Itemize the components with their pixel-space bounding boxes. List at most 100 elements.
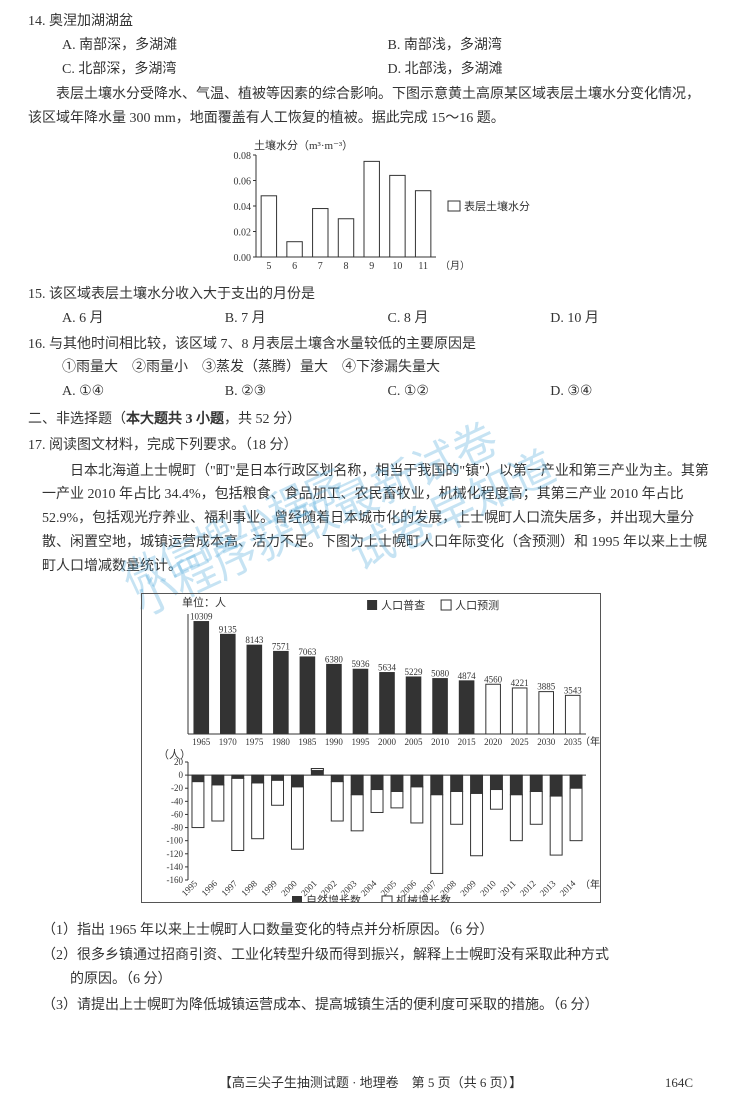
- footer-text: 【高三尖子生抽测试题 · 地理卷 第 5 页（共 6 页）】: [219, 1075, 522, 1090]
- q14-opt-b: B. 南部浅，多湖湾: [388, 34, 714, 58]
- svg-text:-80: -80: [171, 822, 183, 832]
- q16-opt-a: A. ①④: [62, 380, 225, 404]
- q15-opt-a: A. 6 月: [62, 307, 225, 331]
- svg-text:5936: 5936: [351, 659, 370, 669]
- svg-text:6380: 6380: [324, 654, 343, 664]
- sec2-c: ，共 52 分）: [224, 412, 301, 427]
- svg-text:20: 20: [174, 757, 184, 767]
- svg-text:0.02: 0.02: [233, 227, 251, 238]
- svg-text:9: 9: [369, 261, 374, 272]
- svg-text:8: 8: [343, 261, 348, 272]
- svg-text:（月）: （月）: [440, 260, 470, 272]
- svg-text:-140: -140: [166, 861, 183, 871]
- svg-text:9135: 9135: [218, 624, 237, 634]
- svg-text:2010: 2010: [478, 878, 498, 898]
- q16-opt-d: D. ③④: [550, 380, 713, 404]
- svg-text:1998: 1998: [239, 878, 259, 898]
- q14-opt-a: A. 南部深，多湖滩: [62, 34, 388, 58]
- chart-population: 单位：人人口普查人口预测1030919659135197081431975757…: [28, 585, 713, 913]
- svg-text:1985: 1985: [298, 737, 317, 747]
- q17-sub2b: 的原因。（6 分）: [28, 968, 713, 992]
- svg-text:5229: 5229: [404, 667, 423, 677]
- svg-text:7: 7: [317, 261, 322, 272]
- svg-text:2030: 2030: [537, 737, 556, 747]
- q16-options: A. ①④ B. ②③ C. ①② D. ③④: [28, 380, 713, 404]
- footer-code: 164C: [665, 1072, 693, 1094]
- svg-text:-160: -160: [166, 875, 183, 885]
- svg-text:1965: 1965: [192, 737, 211, 747]
- svg-text:-40: -40: [171, 796, 183, 806]
- q14-opt-c: C. 北部深，多湖湾: [62, 58, 388, 82]
- svg-text:-20: -20: [171, 783, 183, 793]
- svg-text:2014: 2014: [557, 878, 577, 898]
- svg-text:6: 6: [292, 261, 297, 272]
- svg-text:2020: 2020: [484, 737, 503, 747]
- q14-options: A. 南部深，多湖滩 B. 南部浅，多湖湾 C. 北部深，多湖湾 D. 北部浅，…: [28, 34, 713, 82]
- svg-text:10: 10: [392, 261, 402, 272]
- chart-soil-moisture: 土壤水分（m³·m⁻³）0.000.020.040.060.0856789101…: [28, 137, 713, 277]
- svg-text:1980: 1980: [271, 737, 290, 747]
- svg-text:-100: -100: [166, 835, 183, 845]
- svg-text:自然增长数: 自然增长数: [306, 893, 361, 903]
- svg-text:10309: 10309: [190, 611, 213, 621]
- svg-text:0.08: 0.08: [233, 151, 251, 162]
- svg-text:2025: 2025: [510, 737, 528, 747]
- section-2-title: 二、非选择题（本大题共 3 小题，共 52 分）: [28, 408, 713, 432]
- svg-text:2013: 2013: [537, 878, 557, 898]
- intro-15-16: 表层土壤水分受降水、气温、植被等因素的综合影响。下图示意黄土高原某区域表层土壤水…: [28, 83, 713, 131]
- svg-text:5: 5: [266, 261, 271, 272]
- svg-text:单位：人: 单位：人: [182, 595, 226, 609]
- svg-text:4560: 4560: [484, 674, 503, 684]
- svg-text:11: 11: [418, 261, 428, 272]
- svg-text:4221: 4221: [510, 677, 528, 687]
- svg-text:土壤水分（m³·m⁻³）: 土壤水分（m³·m⁻³）: [254, 138, 353, 152]
- svg-text:2000: 2000: [279, 878, 299, 898]
- page-footer: 【高三尖子生抽测试题 · 地理卷 第 5 页（共 6 页）】: [0, 1072, 741, 1094]
- q17-sub2a: （2）很多乡镇通过招商引资、工业化转型升级而得到振兴，解释上士幌町没有采取此种方…: [28, 944, 713, 968]
- svg-text:2005: 2005: [404, 737, 423, 747]
- svg-text:-60: -60: [171, 809, 183, 819]
- svg-text:2010: 2010: [431, 737, 450, 747]
- svg-text:（年）: （年）: [580, 878, 601, 891]
- svg-text:人口普查: 人口普查: [381, 598, 425, 612]
- svg-text:2012: 2012: [517, 878, 537, 898]
- svg-text:2000: 2000: [378, 737, 397, 747]
- svg-text:1997: 1997: [219, 878, 239, 898]
- sec2-a: 二、非选择题（: [28, 412, 126, 427]
- svg-text:0.00: 0.00: [233, 253, 251, 264]
- q14-opt-d: D. 北部浅，多湖滩: [388, 58, 714, 82]
- q16-items: ①雨量大 ②雨量小 ③蒸发（蒸腾）量大 ④下渗漏失量大: [28, 356, 713, 380]
- q17-sub3: （3）请提出上士幌町为降低城镇运营成本、提高城镇生活的便利度可采取的措施。（6 …: [28, 994, 713, 1018]
- q15-opt-c: C. 8 月: [388, 307, 551, 331]
- q16-stem: 16. 与其他时间相比较，该区域 7、8 月表层土壤含水量较低的主要原因是: [28, 333, 713, 357]
- svg-text:1975: 1975: [245, 737, 263, 747]
- svg-text:3543: 3543: [563, 685, 582, 695]
- svg-text:2009: 2009: [458, 878, 478, 898]
- q15-stem: 15. 该区域表层土壤水分收入大于支出的月份是: [28, 283, 713, 307]
- svg-text:4874: 4874: [457, 670, 476, 680]
- svg-text:-120: -120: [166, 848, 183, 858]
- svg-text:机械增长数: 机械增长数: [396, 893, 451, 903]
- svg-text:1995: 1995: [351, 737, 370, 747]
- svg-text:7571: 7571: [271, 641, 289, 651]
- svg-text:0: 0: [178, 770, 183, 780]
- svg-text:3885: 3885: [537, 681, 556, 691]
- q15-opt-b: B. 7 月: [225, 307, 388, 331]
- svg-text:2004: 2004: [358, 878, 378, 898]
- q16-opt-b: B. ②③: [225, 380, 388, 404]
- svg-text:人口预测: 人口预测: [455, 599, 499, 612]
- svg-text:7063: 7063: [298, 646, 317, 656]
- svg-text:0.06: 0.06: [233, 176, 251, 187]
- q15-opt-d: D. 10 月: [550, 307, 713, 331]
- q14-stem: 14. 奥涅加湖湖盆: [28, 10, 713, 34]
- svg-text:5080: 5080: [431, 668, 450, 678]
- q16-opt-c: C. ①②: [388, 380, 551, 404]
- q17-sub1: （1）指出 1965 年以来上士幌町人口数量变化的特点并分析原因。（6 分）: [28, 919, 713, 943]
- sec2-b: 本大题共 3 小题: [126, 412, 224, 427]
- q17-stem: 17. 阅读图文材料，完成下列要求。（18 分）: [28, 434, 713, 458]
- q17-para: 日本北海道上士幌町（"町"是日本行政区划名称，相当于我国的"镇"）以第一产业和第…: [28, 460, 713, 579]
- q15-options: A. 6 月 B. 7 月 C. 8 月 D. 10 月: [28, 307, 713, 331]
- svg-text:1970: 1970: [218, 737, 237, 747]
- svg-text:5634: 5634: [378, 662, 397, 672]
- svg-text:表层土壤水分: 表层土壤水分: [464, 199, 530, 213]
